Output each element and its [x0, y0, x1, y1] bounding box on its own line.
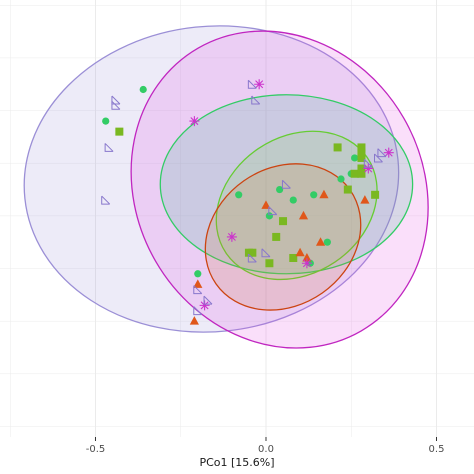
data-point-circle	[102, 117, 110, 125]
x-axis-title: PCo1 [15.6%]	[199, 456, 274, 469]
data-point-open-square	[268, 206, 278, 216]
data-point-triangle	[193, 279, 203, 288]
data-point-triangle	[298, 210, 309, 220]
data-point-square	[357, 164, 366, 173]
data-point-circle	[139, 85, 147, 94]
data-point-circle	[289, 196, 297, 204]
data-point-open-square	[374, 153, 383, 163]
data-point-open-square	[111, 100, 121, 110]
data-point-square	[248, 248, 257, 257]
data-point-triangle	[189, 316, 199, 325]
data-point-square	[357, 148, 366, 157]
data-point-asterisk	[254, 79, 265, 90]
data-point-triangle	[261, 200, 271, 209]
data-point-open-square	[281, 179, 291, 189]
data-point-square	[333, 143, 342, 152]
data-point-circle	[194, 270, 202, 278]
data-point-asterisk	[383, 147, 394, 158]
data-point-square	[289, 253, 298, 262]
data-point-triangle	[295, 247, 305, 257]
data-point-square	[371, 190, 380, 199]
data-point-circle	[323, 238, 331, 246]
data-point-asterisk	[189, 116, 200, 127]
x-axis-ticks: -0.5 0.0 0.5	[86, 437, 445, 455]
data-point-triangle	[315, 237, 326, 246]
data-point-open-square	[261, 248, 271, 258]
data-point-circle	[235, 191, 243, 199]
grid-lines	[0, 0, 474, 437]
data-point-triangle	[319, 189, 329, 199]
data-point-square	[279, 217, 288, 226]
data-point-open-square	[193, 285, 203, 295]
data-point-open-square	[247, 79, 257, 89]
data-point-open-square	[377, 148, 387, 158]
data-point-asterisk	[199, 300, 210, 311]
data-point-asterisk	[226, 231, 237, 242]
data-point-open-square	[203, 295, 213, 305]
data-point-square	[265, 259, 274, 268]
data-point-circle	[265, 212, 273, 220]
data-point-circle	[351, 154, 359, 162]
data-point-open-square	[101, 195, 111, 205]
data-point-open-square	[193, 306, 203, 316]
data-point-triangle	[360, 195, 370, 204]
data-point-open-square	[251, 95, 261, 105]
data-point-circle	[310, 191, 318, 199]
x-axis: -0.5 0.0 0.5 PCo1 [15.6%]	[86, 437, 445, 469]
data-point-square	[115, 127, 124, 136]
x-tick-label: 0.5	[429, 444, 445, 455]
x-tick-label: -0.5	[86, 444, 106, 455]
data-point-square	[272, 232, 281, 241]
data-point-asterisk	[363, 163, 374, 174]
data-point-square	[343, 185, 352, 194]
data-point-open-square	[247, 253, 257, 263]
data-point-triangle	[302, 252, 312, 262]
data-point-square	[357, 143, 366, 152]
data-point-circle	[337, 175, 345, 183]
data-point-square	[357, 169, 366, 178]
confidence-ellipse	[215, 130, 378, 281]
data-point-square	[357, 153, 366, 162]
panel-background	[0, 0, 474, 437]
data-point-asterisk	[301, 258, 312, 269]
data-points	[101, 79, 394, 325]
data-point-circle	[276, 185, 284, 194]
data-point-open-square	[363, 158, 373, 168]
plot-area	[0, 0, 474, 437]
x-tick-label: 0.0	[258, 444, 274, 455]
data-point-open-square	[104, 143, 114, 152]
data-point-square	[350, 169, 359, 178]
